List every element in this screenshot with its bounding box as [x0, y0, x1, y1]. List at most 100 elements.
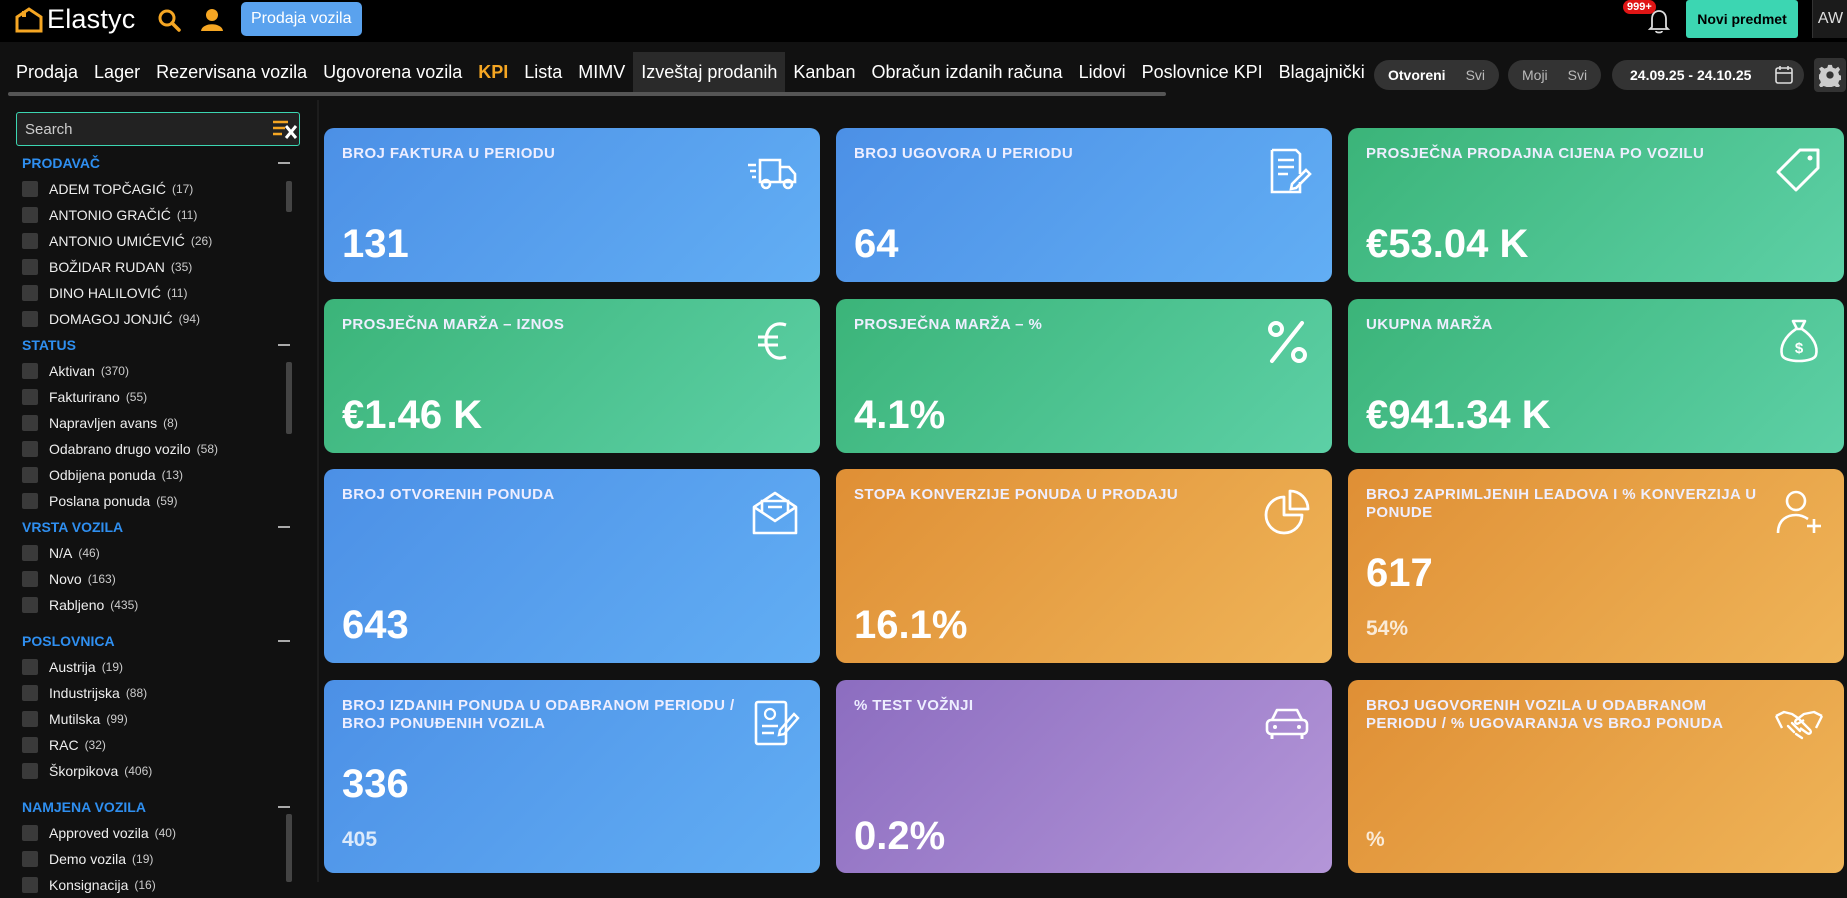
- nav-item-blagajnicki[interactable]: Blagajnički: [1278, 62, 1365, 82]
- nav-item-prodaja[interactable]: Prodaja: [16, 62, 79, 82]
- filter-item[interactable]: Demo vozila (19): [0, 846, 300, 872]
- kpi-card[interactable]: BROJ IZDANIH PONUDA U ODABRANOM PERIODU …: [324, 680, 820, 873]
- checkbox[interactable]: [22, 571, 38, 587]
- nav-item-ugovorena-vozila[interactable]: Ugovorena vozila: [323, 62, 463, 82]
- checkbox[interactable]: [22, 877, 38, 893]
- new-item-button[interactable]: Novi predmet: [1686, 0, 1798, 38]
- owner-toggle[interactable]: Moji Svi: [1508, 60, 1602, 90]
- filter-group-poslovnica[interactable]: POSLOVNICA: [0, 628, 300, 654]
- kpi-card[interactable]: BROJ UGOVORA U PERIODU 64: [836, 128, 1332, 282]
- checkbox[interactable]: [22, 711, 38, 727]
- filter-item[interactable]: ANTONIO GRAČIĆ (11): [0, 202, 300, 228]
- checkbox[interactable]: [22, 285, 38, 301]
- nav-item-mimv[interactable]: MIMV: [578, 62, 626, 82]
- group-scrollbar[interactable]: [286, 814, 292, 882]
- filter-item[interactable]: BOŽIDAR RUDAN (35): [0, 254, 300, 280]
- nav-item-obracun[interactable]: Obračun izdanih računa: [871, 62, 1063, 82]
- filter-group-prodavac[interactable]: PRODAVAČ: [0, 150, 300, 176]
- checkbox[interactable]: [22, 597, 38, 613]
- filter-item[interactable]: RAC (32): [0, 732, 300, 758]
- collapse-icon[interactable]: [278, 526, 290, 528]
- nav-item-lager[interactable]: Lager: [94, 62, 141, 82]
- checkbox[interactable]: [22, 441, 38, 457]
- kpi-card[interactable]: BROJ OTVORENIH PONUDA 643: [324, 469, 820, 663]
- checkbox[interactable]: [22, 737, 38, 753]
- filter-item[interactable]: Odbijena ponuda (13): [0, 462, 300, 488]
- filter-item[interactable]: DOMAGOJ JONJIĆ (94): [0, 306, 300, 332]
- filter-item[interactable]: Rabljeno (435): [0, 592, 300, 618]
- filter-group-status[interactable]: STATUS: [0, 332, 300, 358]
- kpi-card[interactable]: PROSJEČNA MARŽA – IZNOS €1.46 K: [324, 299, 820, 453]
- collapse-icon[interactable]: [278, 640, 290, 642]
- nav-item-kanban[interactable]: Kanban: [793, 62, 856, 82]
- kpi-card[interactable]: % TEST VOŽNJI 0.2%: [836, 680, 1332, 873]
- kpi-card[interactable]: BROJ FAKTURA U PERIODU 131: [324, 128, 820, 282]
- checkbox[interactable]: [22, 311, 38, 327]
- calendar-icon[interactable]: [1774, 65, 1794, 85]
- checkbox[interactable]: [22, 363, 38, 379]
- filter-item[interactable]: Odabrano drugo vozilo (58): [0, 436, 300, 462]
- checkbox[interactable]: [22, 181, 38, 197]
- kpi-card[interactable]: BROJ ZAPRIMLJENIH LEADOVA I % KONVERZIJA…: [1348, 469, 1844, 663]
- filter-item[interactable]: Napravljen avans (8): [0, 410, 300, 436]
- filter-item[interactable]: DINO HALILOVIĆ (11): [0, 280, 300, 306]
- checkbox[interactable]: [22, 763, 38, 779]
- kpi-card[interactable]: UKUPNA MARŽA $ €941.34 K: [1348, 299, 1844, 453]
- kpi-card[interactable]: BROJ UGOVORENIH VOZILA U ODABRANOM PERIO…: [1348, 680, 1844, 873]
- search-icon[interactable]: [155, 6, 183, 34]
- checkbox[interactable]: [22, 233, 38, 249]
- checkbox[interactable]: [22, 259, 38, 275]
- filter-item[interactable]: N/A (46): [0, 540, 300, 566]
- filter-item[interactable]: Fakturirano (55): [0, 384, 300, 410]
- toggle-svi-owner[interactable]: Svi: [1567, 67, 1588, 83]
- scope-toggle[interactable]: Otvoreni Svi: [1374, 60, 1500, 90]
- toggle-moji[interactable]: Moji: [1522, 67, 1548, 83]
- filter-item[interactable]: Konsignacija (16): [0, 872, 300, 898]
- toggle-svi[interactable]: Svi: [1465, 67, 1486, 83]
- filter-item[interactable]: ADEM TOPČAGIĆ (17): [0, 176, 300, 202]
- nav-item-lista[interactable]: Lista: [524, 62, 563, 82]
- filter-group-namjena-vozila[interactable]: NAMJENA VOZILA: [0, 794, 300, 820]
- nav-item-kpi[interactable]: KPI: [478, 62, 509, 82]
- checkbox[interactable]: [22, 415, 38, 431]
- search-input[interactable]: [16, 112, 300, 146]
- user-icon[interactable]: [198, 6, 226, 34]
- group-scrollbar[interactable]: [286, 181, 292, 212]
- filter-item[interactable]: Industrijska (88): [0, 680, 300, 706]
- nav-item-rezervisana-vozila[interactable]: Rezervisana vozila: [156, 62, 308, 82]
- filter-group-vrsta-vozila[interactable]: VRSTA VOZILA: [0, 514, 300, 540]
- nav-item-poslovnice-kpi[interactable]: Poslovnice KPI: [1141, 62, 1263, 82]
- checkbox[interactable]: [22, 389, 38, 405]
- filter-item[interactable]: Poslana ponuda (59): [0, 488, 300, 514]
- filter-item[interactable]: Approved vozila (40): [0, 820, 300, 846]
- checkbox[interactable]: [22, 685, 38, 701]
- collapse-icon[interactable]: [278, 162, 290, 164]
- group-scrollbar[interactable]: [286, 362, 292, 434]
- filter-item[interactable]: ANTONIO UMIĆEVIĆ (26): [0, 228, 300, 254]
- logo[interactable]: Elastyc: [14, 4, 135, 35]
- checkbox[interactable]: [22, 659, 38, 675]
- bell-icon[interactable]: [1645, 6, 1673, 36]
- clear-filter-icon[interactable]: [272, 117, 298, 141]
- nav-scrollbar[interactable]: [8, 92, 1166, 96]
- checkbox[interactable]: [22, 493, 38, 509]
- prodaja-vozila-button[interactable]: Prodaja vozila: [241, 2, 362, 36]
- checkbox[interactable]: [22, 467, 38, 483]
- filter-item[interactable]: Škorpikova (406): [0, 758, 300, 784]
- checkbox[interactable]: [22, 207, 38, 223]
- checkbox[interactable]: [22, 851, 38, 867]
- gear-icon[interactable]: [1814, 58, 1846, 92]
- filter-item[interactable]: Mutilska (99): [0, 706, 300, 732]
- filter-item[interactable]: Novo (163): [0, 566, 300, 592]
- checkbox[interactable]: [22, 825, 38, 841]
- collapse-icon[interactable]: [278, 344, 290, 346]
- date-range-picker[interactable]: 24.09.25 - 24.10.25: [1612, 60, 1804, 90]
- avatar[interactable]: AW: [1812, 0, 1847, 38]
- checkbox[interactable]: [22, 545, 38, 561]
- nav-item-lidovi[interactable]: Lidovi: [1078, 62, 1126, 82]
- toggle-otvoreni[interactable]: Otvoreni: [1388, 67, 1446, 83]
- nav-item-izvestaj-prodanih[interactable]: Izveštaj prodanih: [633, 52, 786, 92]
- collapse-icon[interactable]: [278, 806, 290, 808]
- kpi-card[interactable]: PROSJEČNA MARŽA – % 4.1%: [836, 299, 1332, 453]
- kpi-card[interactable]: PROSJEČNA PRODAJNA CIJENA PO VOZILU €53.…: [1348, 128, 1844, 282]
